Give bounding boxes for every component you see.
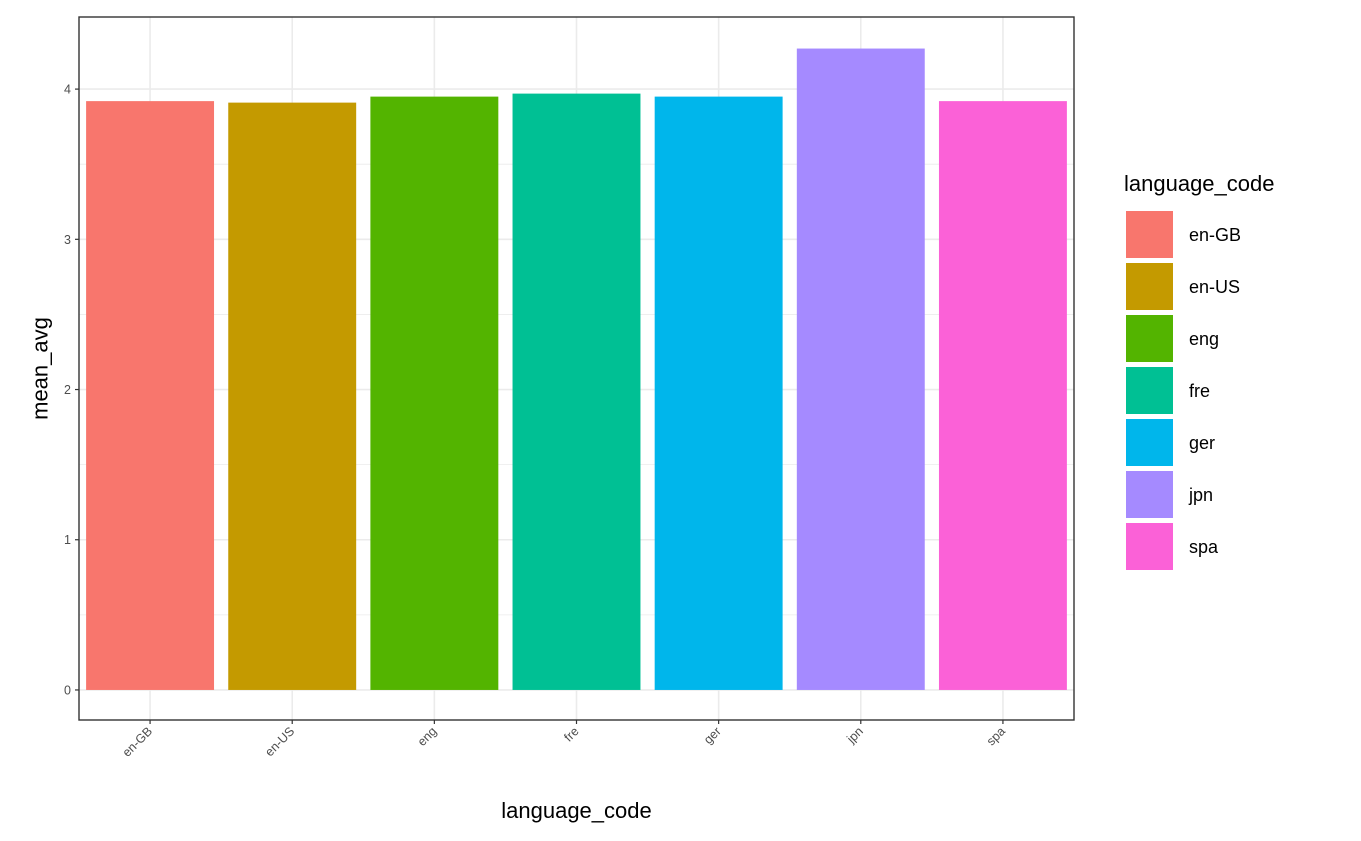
x-axis: en-GB en-US eng fre ger jpn spa (120, 720, 1008, 760)
y-tick-label: 2 (64, 383, 71, 397)
legend-label-en-GB: en-GB (1189, 225, 1241, 245)
bars-layer (86, 48, 1067, 690)
legend-title: language_code (1124, 171, 1274, 196)
legend-key-en-GB (1126, 211, 1173, 258)
legend-key-jpn (1126, 471, 1173, 518)
legend-label-fre: fre (1189, 381, 1210, 401)
bar-jpn (796, 48, 925, 690)
x-tick-label: en-GB (120, 724, 155, 759)
bar-eng (370, 96, 499, 690)
legend-key-en-US (1126, 263, 1173, 310)
bar-ger (654, 96, 783, 690)
y-axis: 0 1 2 3 4 (64, 83, 79, 697)
legend-key-eng (1126, 315, 1173, 362)
legend: language_code en-GB en-US eng fre ger jpn spa (1124, 171, 1274, 570)
y-tick-label: 0 (64, 683, 71, 697)
bar-fre (512, 93, 641, 690)
y-tick-label: 4 (64, 83, 71, 97)
legend-label-ger: ger (1189, 433, 1215, 453)
bar-en-US (228, 102, 357, 690)
x-tick-label: en-US (262, 724, 297, 759)
y-axis-title: mean_avg (28, 317, 53, 420)
x-tick-label: jpn (844, 724, 866, 746)
legend-key-spa (1126, 523, 1173, 570)
x-tick-label: fre (561, 724, 581, 744)
legend-label-eng: eng (1189, 329, 1219, 349)
legend-key-fre (1126, 367, 1173, 414)
bar-spa (938, 101, 1067, 690)
y-tick-label: 3 (64, 233, 71, 247)
legend-label-spa: spa (1189, 537, 1219, 557)
legend-key-ger (1126, 419, 1173, 466)
x-tick-label: eng (415, 724, 440, 749)
legend-label-jpn: jpn (1188, 485, 1213, 505)
bar-en-GB (86, 101, 215, 690)
x-axis-title: language_code (501, 798, 651, 823)
legend-label-en-US: en-US (1189, 277, 1240, 297)
x-tick-label: ger (701, 724, 724, 747)
x-tick-label: spa (984, 724, 1008, 748)
y-tick-label: 1 (64, 533, 71, 547)
